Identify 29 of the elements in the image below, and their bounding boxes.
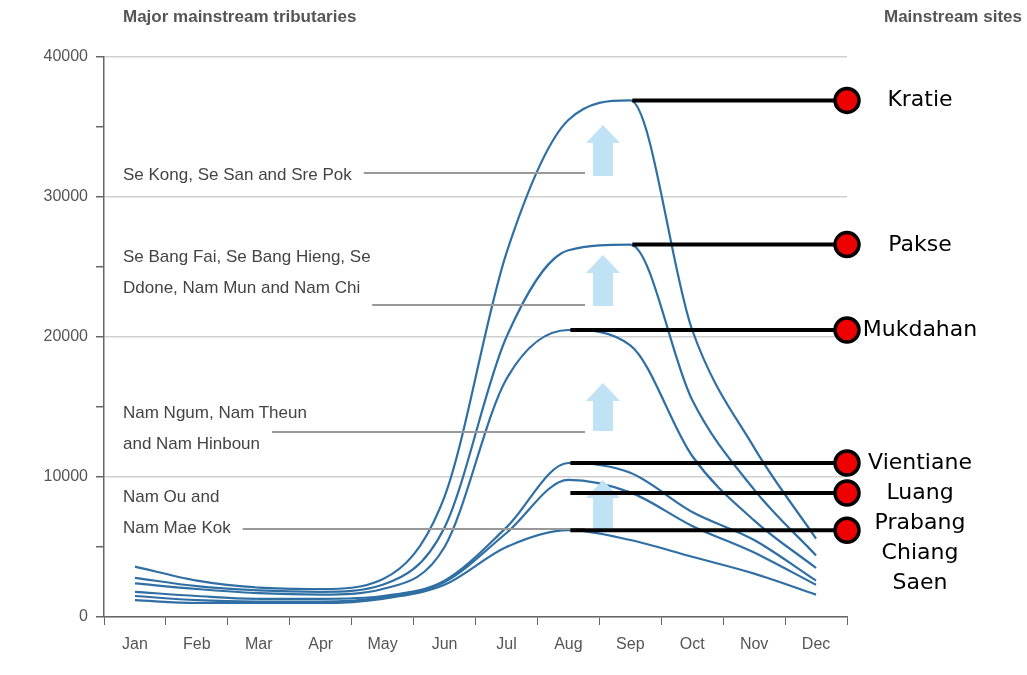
y-tick-label: 0 [79,607,89,625]
x-tick-label: Apr [308,635,334,653]
chart-title: Major mainstream tributaries [123,7,357,27]
annotation: Nam Ngum, Nam Theun and Nam Hinboun [123,402,308,455]
annotation: Se Kong, Se San and Sre Pok [123,164,353,186]
y-tick-label: 20000 [43,327,89,345]
text: Chiang Saen [880,538,960,596]
x-tick-label: Mar [245,635,274,653]
x-tick-label: Jan [122,635,148,653]
x-tick-label: Jun [431,635,458,653]
annotation: Nam Ou and Nam Mae Kok [123,486,232,539]
text: Pakse [887,229,953,258]
annotation: Se Bang Fai, Se Bang Hieng, Se Ddone, Nam Mun and Nam Chi [123,246,372,299]
x-tick-label: Aug [554,635,583,653]
y-tick-label: 40000 [43,47,89,65]
x-tick-label: Feb [183,635,211,653]
y-tick-label: 10000 [43,467,89,485]
text: Kratie [886,85,954,114]
x-tick-label: Oct [679,635,706,653]
y-tick-label: 30000 [43,187,89,205]
text: Luang Prabang [873,478,967,536]
text: Mainstream sites [884,7,1022,27]
x-tick-label: May [367,635,398,653]
x-tick-label: Jul [496,635,517,653]
x-tick-label: Dec [801,635,831,653]
x-tick-label: Sep [616,635,645,653]
x-tick-label: Nov [739,635,769,653]
text: Mukdahan [861,315,979,343]
text: Vientiane [867,448,973,476]
